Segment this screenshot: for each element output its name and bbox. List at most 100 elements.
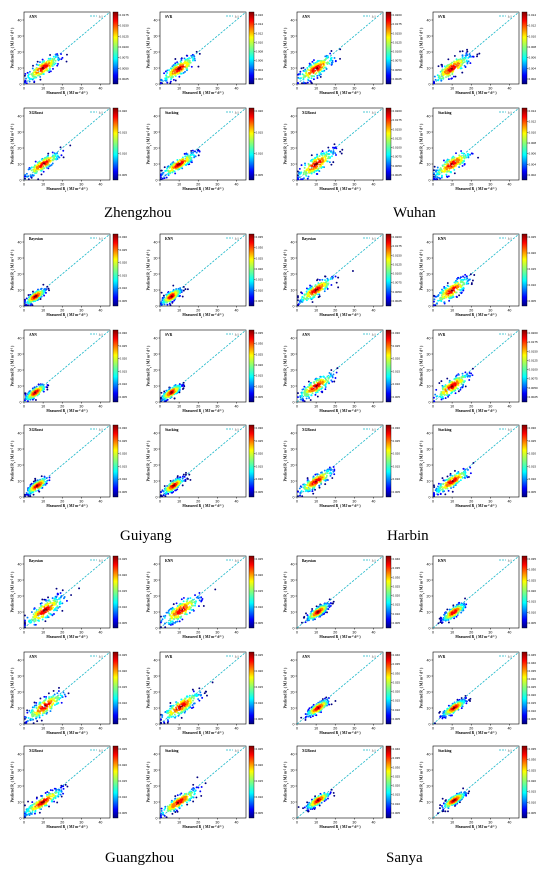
x-tick-label: 40 [234, 500, 238, 504]
scatter-point [464, 154, 467, 157]
scatter-point [165, 176, 168, 179]
scatter-point [183, 62, 186, 65]
scatter-point [55, 156, 58, 159]
x-tick-label: 20 [196, 309, 200, 313]
scatter-point [60, 154, 63, 157]
x-tick-label: 20 [333, 183, 337, 187]
scatter-point [450, 163, 453, 165]
scatter-point [327, 377, 330, 380]
colorbar-tick-label: 0.008 [529, 141, 537, 145]
colorbar-tick-label: 0.035 [256, 235, 264, 239]
x-tick-label: 10 [450, 405, 454, 409]
scatter-point [48, 165, 51, 168]
scatter-point [174, 58, 177, 60]
y-tick-label: 20 [154, 368, 158, 372]
scatter-point [60, 58, 63, 61]
scatter-point [165, 169, 168, 172]
scatter-point [297, 76, 300, 79]
scatter-point [165, 75, 168, 78]
x-tick-label: 40 [234, 405, 238, 409]
scatter-point [166, 303, 169, 306]
scatter-point [301, 82, 303, 85]
colorbar-tick-label: 0.0150 [529, 349, 539, 353]
scatter-point [183, 479, 186, 482]
scatter-point [302, 388, 305, 391]
colorbar-tick-label: 0.0125 [393, 262, 403, 266]
scatter-point [306, 477, 309, 480]
colorbar-tick-label: 0.010 [120, 382, 128, 386]
colorbar [248, 11, 255, 85]
scatter-point [436, 295, 439, 298]
colorbar-tick-label: 0.020 [256, 363, 264, 367]
scatter-point [24, 79, 27, 82]
scatter-point [173, 397, 176, 400]
legend-label: 1:1 [508, 14, 513, 18]
panel-title: KNN [438, 237, 446, 241]
x-tick-label: 10 [177, 87, 181, 91]
scatter-point [181, 475, 184, 478]
y-tick-label: 10 [427, 66, 431, 70]
x-tick-label: 0 [296, 183, 298, 187]
scatter-point [333, 473, 336, 476]
scatter-point [315, 172, 318, 175]
scatter-point [27, 178, 30, 181]
scatter-point [183, 162, 186, 165]
x-tick-label: 10 [177, 500, 181, 504]
y-tick-label: 20 [427, 272, 431, 276]
y-tick-label: 40 [18, 336, 22, 340]
y-tick-label: 40 [154, 240, 158, 244]
scatter-point [181, 295, 184, 298]
colorbar-tick-label: 0.008 [529, 45, 537, 49]
y-tick-label: 0 [156, 304, 158, 308]
scatter-point [455, 152, 457, 155]
colorbar-tick-label: 0.030 [256, 246, 264, 250]
colorbar-tick-label: 0.0075 [393, 59, 403, 63]
scatter-point [304, 164, 307, 167]
colorbar-tick-label: 0.0025 [393, 77, 403, 81]
scatter-point [462, 278, 465, 281]
scatter-point [453, 168, 456, 171]
x-tick-label: 30 [79, 87, 83, 91]
x-tick-label: 20 [333, 87, 337, 91]
scatter-point [180, 57, 183, 60]
scatter-point [24, 72, 27, 75]
legend-label: 1:1 [372, 236, 377, 240]
scatter-point [160, 491, 162, 494]
x-tick-label: 40 [371, 183, 375, 187]
scatter-point [184, 70, 186, 73]
scatter-point [183, 475, 186, 478]
x-axis-label: Measured Rs ( MJ m-2 d-1 ) [46, 187, 88, 193]
panel-title: SVR [438, 333, 446, 337]
scatter-point [450, 77, 453, 80]
colorbar-tick-label: 0.0125 [393, 136, 403, 140]
scatter-point [330, 151, 333, 154]
scatter-point [162, 294, 165, 297]
y-tick-label: 20 [291, 368, 295, 372]
scatter-point [311, 392, 314, 395]
legend-label: 1:1 [372, 14, 377, 18]
scatter-point [198, 150, 201, 153]
colorbar-tick-label: 0.010 [256, 40, 264, 44]
scatter-point [45, 60, 48, 63]
y-axis-label: Predicted Rs ( MJ m-2 d-1 ) [283, 249, 289, 290]
scatter-point [176, 159, 179, 161]
y-tick-label: 40 [427, 114, 431, 118]
scatter-point [165, 77, 168, 80]
colorbar-tick-label: 0.025 [120, 344, 128, 348]
scatter-point [476, 53, 479, 56]
scatter-point [450, 67, 453, 70]
x-tick-label: 0 [159, 183, 161, 187]
scatter-point [320, 62, 323, 65]
scatter-point [161, 173, 164, 176]
colorbar-tick-label: 0.0075 [120, 56, 130, 60]
scatter-point [191, 153, 194, 156]
scatter-point [310, 77, 313, 80]
x-axis-label: Measured Rs ( MJ m-2 d-1 ) [319, 313, 361, 319]
colorbar [385, 233, 392, 307]
scatter-point [24, 74, 26, 77]
scatter-point [327, 153, 330, 156]
scatter-point [318, 295, 321, 298]
scatter-point [316, 74, 319, 77]
